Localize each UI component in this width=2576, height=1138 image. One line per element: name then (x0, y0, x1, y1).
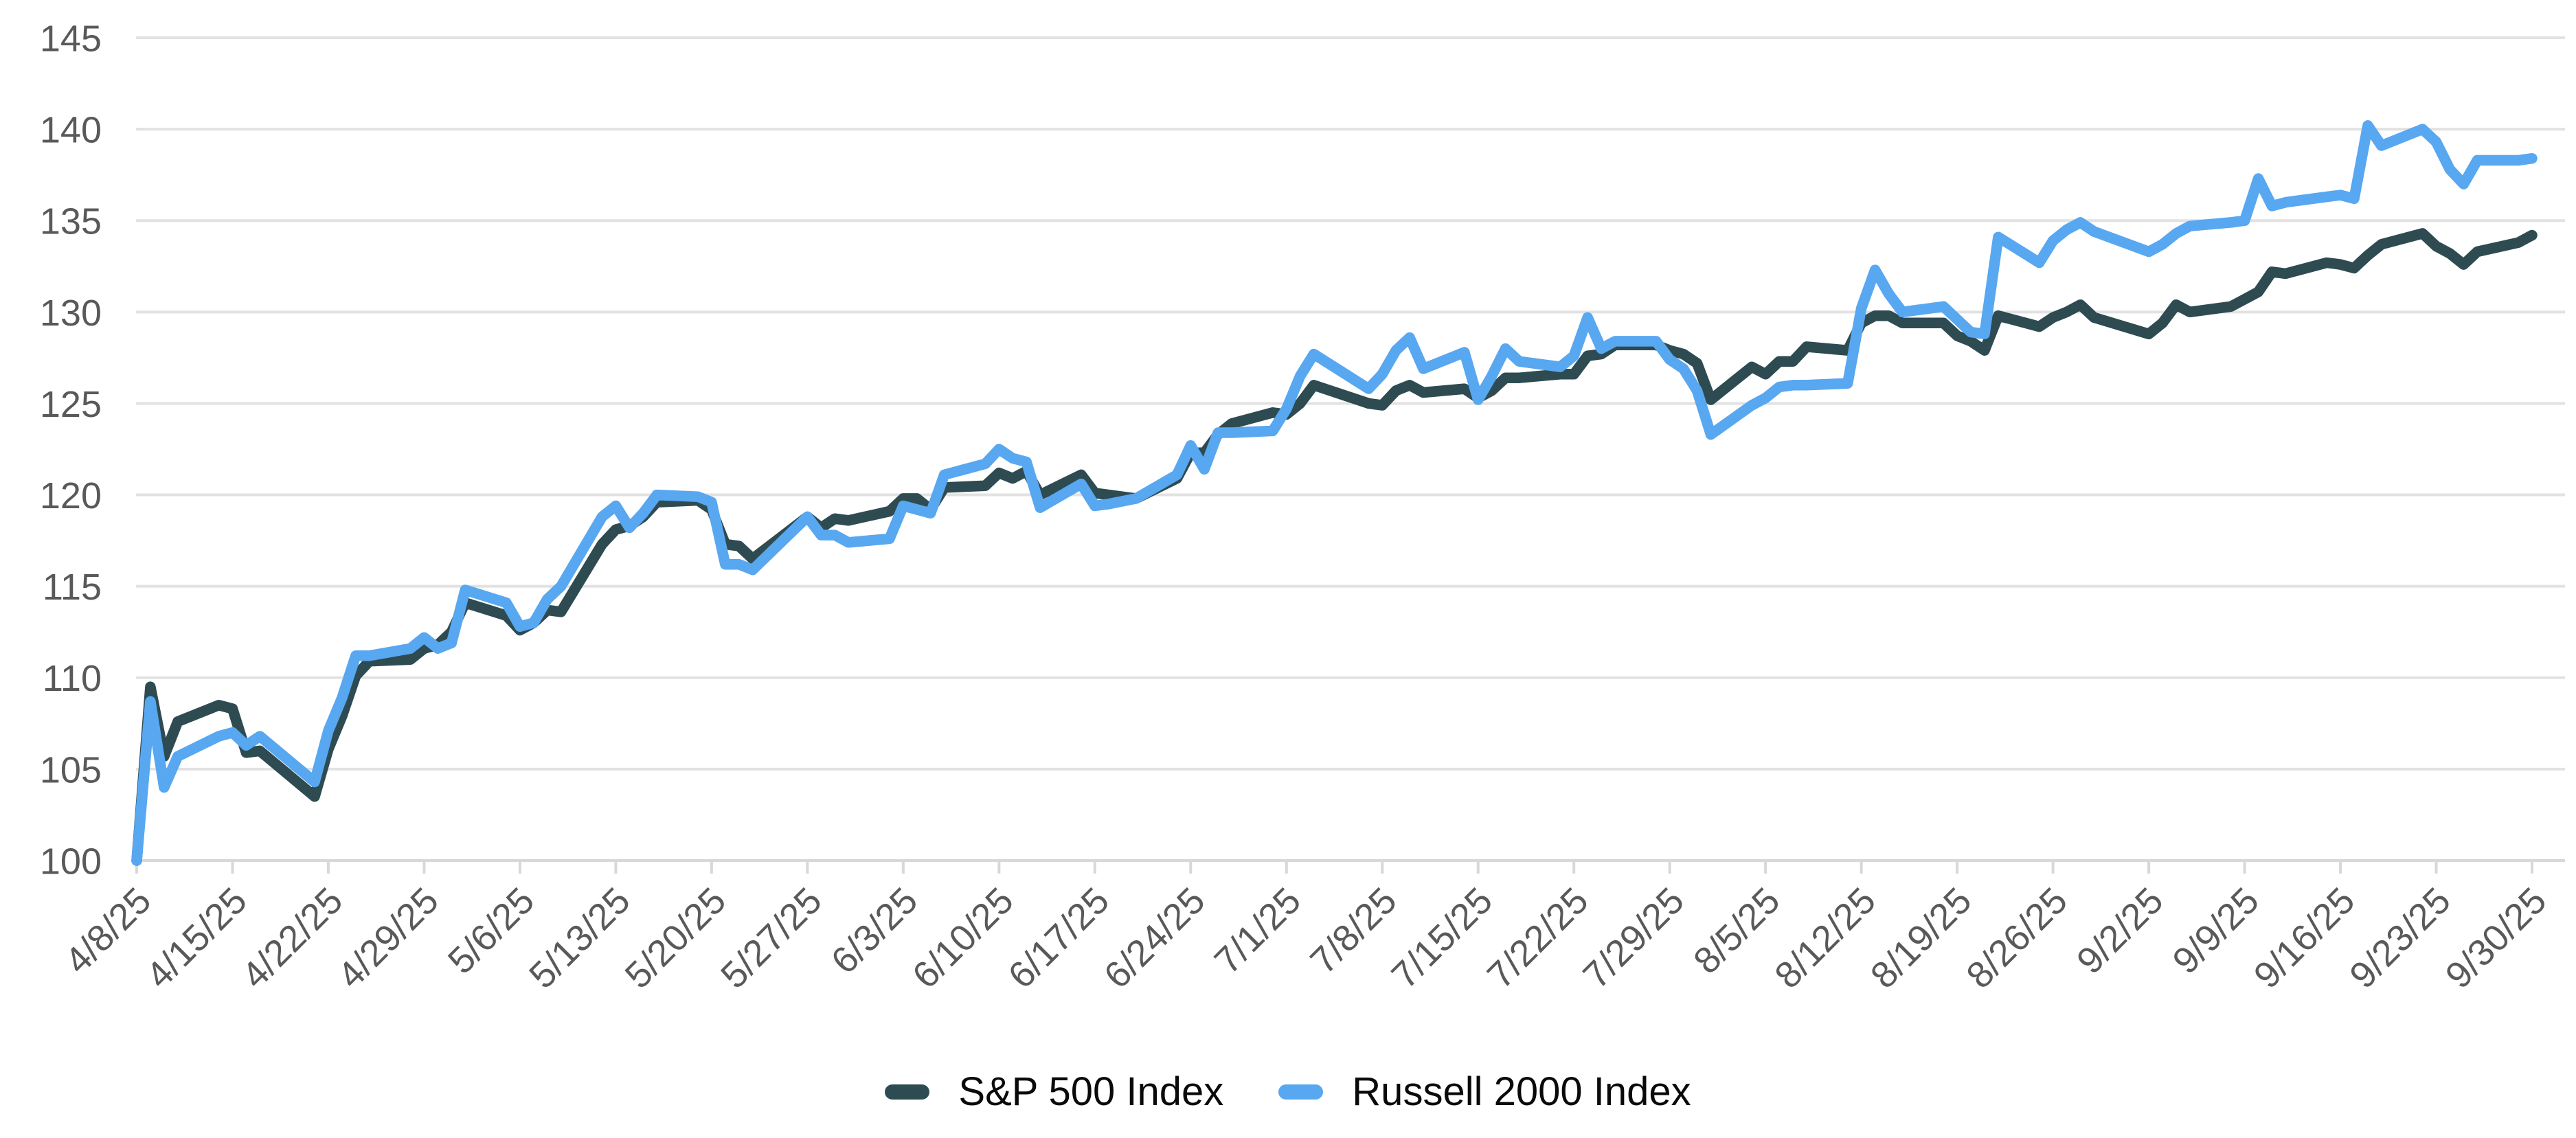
x-axis-tick-label: 9/2/25 (2069, 880, 2171, 982)
x-axis-tick-label: 8/26/25 (1958, 880, 2075, 997)
y-axis-tick-label: 135 (40, 201, 102, 242)
y-axis-tick-label: 140 (40, 110, 102, 151)
legend-item-sp500: S&P 500 Index (885, 1069, 1223, 1115)
x-axis-tick-label: 4/22/25 (234, 880, 351, 997)
x-axis-tick-label: 4/29/25 (330, 880, 447, 997)
x-axis-tick-label: 5/20/25 (618, 880, 734, 997)
y-axis-tick-label: 125 (40, 384, 102, 425)
sp500-line-swatch-icon (885, 1084, 930, 1100)
x-axis-tick-label: 8/19/25 (1863, 880, 1980, 997)
legend-label-russell2000: Russell 2000 Index (1352, 1069, 1691, 1114)
legend-item-russell2000: Russell 2000 Index (1278, 1069, 1691, 1115)
russell2000-index-line (131, 120, 2538, 866)
x-axis-tick-label: 9/30/25 (2438, 880, 2555, 997)
x-axis-tick-label: 5/27/25 (713, 880, 830, 997)
x-axis-tick-label: 7/22/25 (1480, 880, 1596, 997)
x-axis-tick-label: 6/24/25 (1096, 880, 1213, 997)
russell2000-line-swatch-icon (1278, 1084, 1324, 1100)
y-axis-tick-label: 110 (43, 658, 102, 699)
x-axis-tick-label: 6/17/25 (1000, 880, 1117, 997)
y-axis-tick-label: 130 (40, 293, 102, 334)
x-axis-tick-label: 8/12/25 (1767, 880, 1884, 997)
x-axis-tick-label: 4/15/25 (138, 880, 255, 997)
sp500-index-line (131, 228, 2538, 866)
x-axis-tick-label: 9/16/25 (2246, 880, 2363, 997)
y-axis-tick-label: 120 (40, 475, 102, 516)
y-axis-tick-label: 105 (40, 749, 102, 790)
x-axis-tick-label: 7/29/25 (1575, 880, 1692, 997)
y-axis-tick-label: 145 (40, 18, 102, 59)
x-axis-tick-label: 7/1/25 (1207, 880, 1309, 982)
x-axis-tick-label: 6/10/25 (905, 880, 1021, 997)
legend-label-sp500: S&P 500 Index (958, 1069, 1224, 1114)
chart-legend: S&P 500 Index Russell 2000 Index (0, 1069, 2576, 1115)
y-axis-tick-label: 115 (43, 567, 102, 608)
x-axis-tick-label: 9/23/25 (2342, 880, 2459, 997)
x-axis-tick-label: 5/13/25 (521, 880, 638, 997)
x-axis-tick-label: 7/15/25 (1383, 880, 1500, 997)
y-axis-tick-label: 100 (40, 841, 102, 882)
